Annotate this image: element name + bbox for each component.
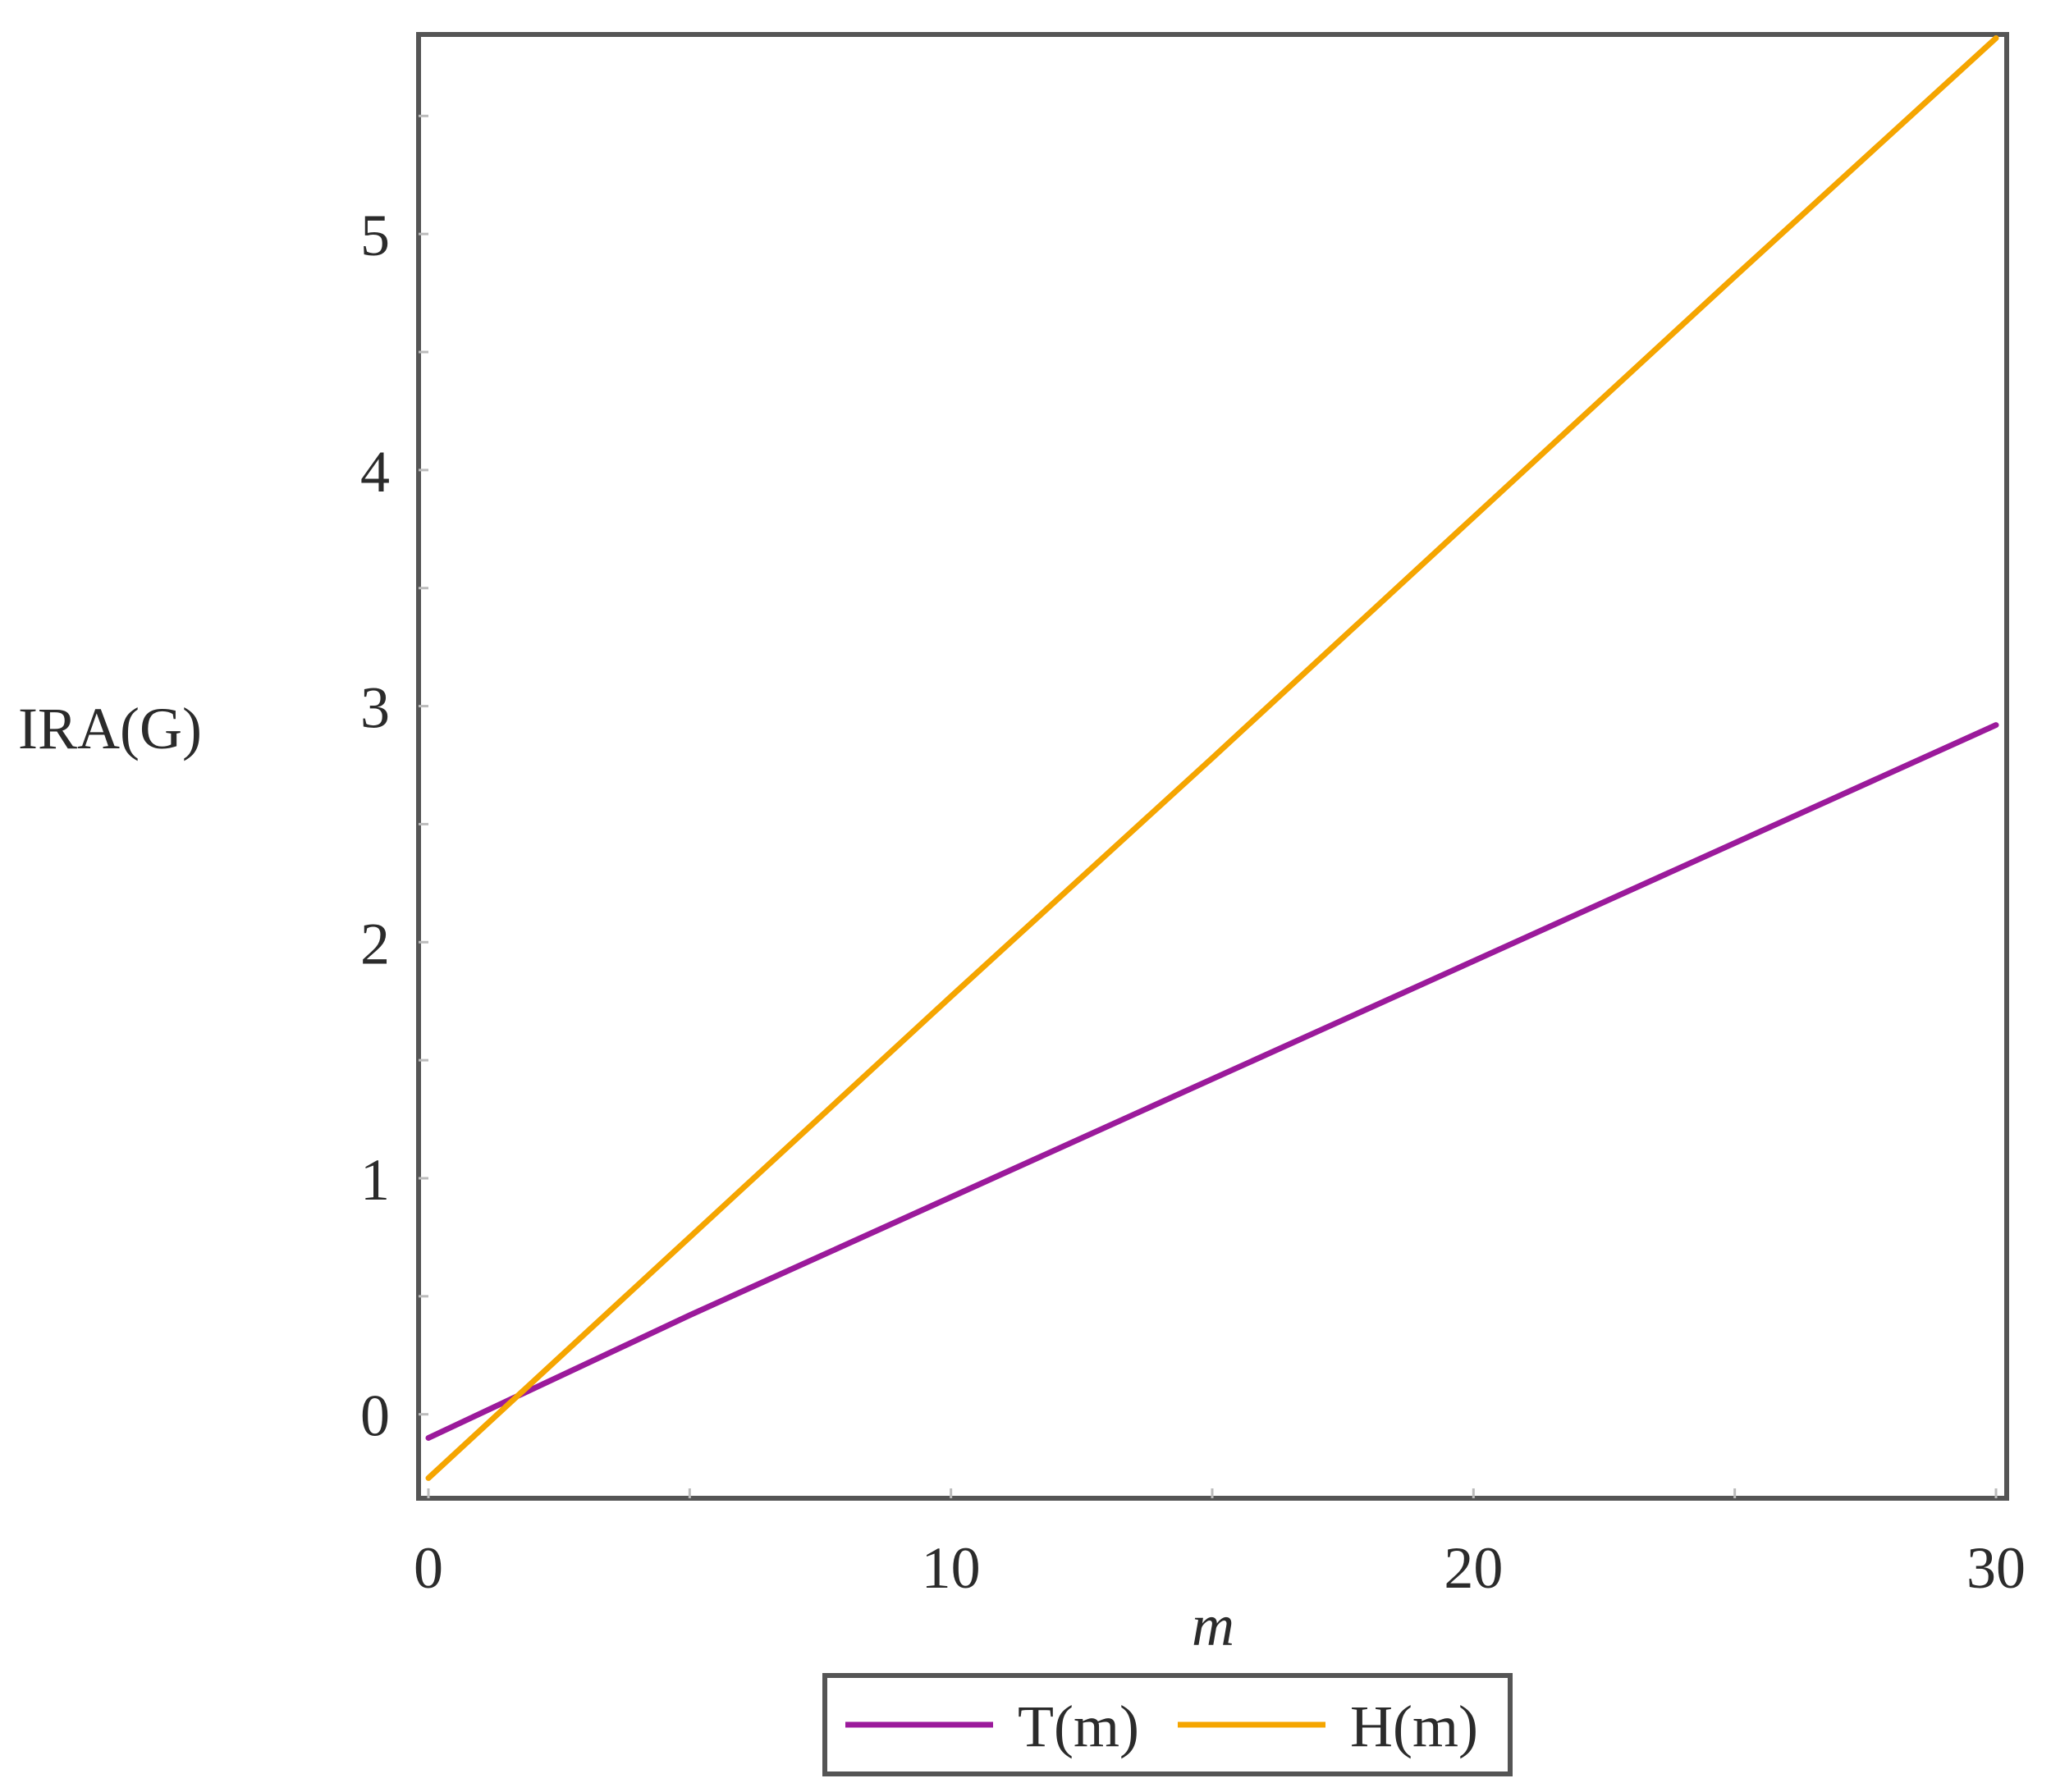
x-tick-labels: 0 10 20 30 [414,1535,2026,1601]
y-minor-ticks [419,114,428,1416]
legend-label-t: T(m) [1018,1694,1139,1759]
y-tick-label: 2 [360,911,390,976]
x-minor-ticks [427,1488,1998,1498]
x-tick-label: 30 [1966,1535,2026,1601]
plot-frame [416,32,2009,1501]
series-layer [425,34,1999,1481]
x-axis-label: m [1192,1593,1234,1658]
y-axis-label: IRA(G) [18,696,202,761]
y-tick-label: 1 [360,1147,390,1213]
series-line-hm [425,34,1999,1481]
y-tick-label: 5 [360,203,390,268]
x-tick-label: 0 [414,1535,443,1601]
y-tick-label: 3 [360,675,390,741]
legend: T(m) H(m) [822,1673,1513,1776]
y-tick-labels: 0 1 2 3 4 5 [360,203,390,1449]
legend-label-h: H(m) [1350,1694,1478,1759]
y-tick-label: 4 [360,439,390,505]
series-line-tm [425,722,1999,1441]
x-tick-label: 20 [1444,1535,1503,1601]
x-tick-label: 10 [922,1535,981,1601]
y-tick-label: 0 [360,1383,390,1449]
